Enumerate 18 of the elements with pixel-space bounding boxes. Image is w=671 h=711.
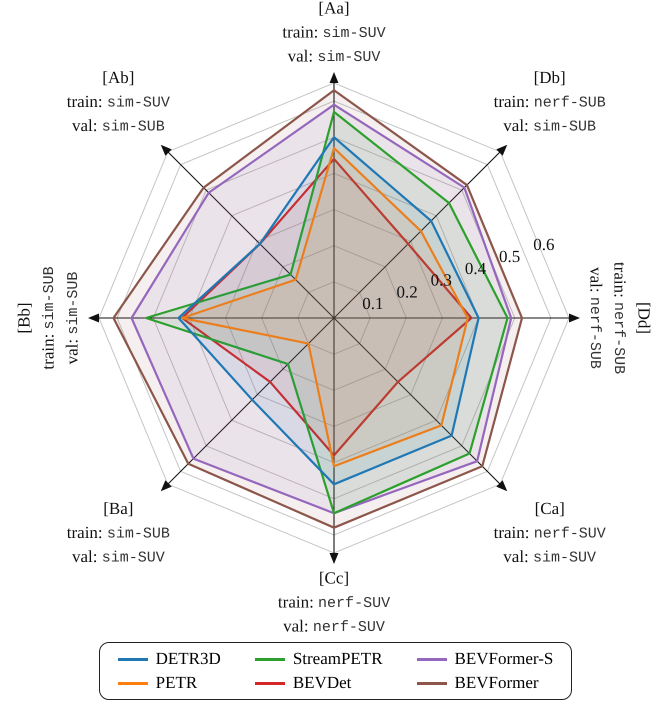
legend-label: StreamPETR xyxy=(292,649,383,669)
spoke-label: [Db] train: nerf-SUB val: sim-SUB xyxy=(494,68,606,136)
legend-label: BEVFormer xyxy=(454,673,539,693)
legend-label: BEVFormer-S xyxy=(454,649,554,669)
spoke-label: [Bb] train: sim-SUB val: sim-SUB xyxy=(14,266,82,370)
legend-label: DETR3D xyxy=(156,649,221,669)
spoke-label: [Aa] train: sim-SUV val: sim-SUV xyxy=(282,0,386,66)
legend-label: BEVDet xyxy=(292,673,352,693)
y-tick-label: 0.2 xyxy=(396,282,418,302)
spoke-label: [Ab] train: sim-SUV val: sim-SUB xyxy=(66,68,170,136)
spoke-label: [Ba] train: sim-SUB val: sim-SUV xyxy=(66,499,170,567)
spoke-label: [Ca] train: nerf-SUV val: sim-SUV xyxy=(494,499,606,567)
y-tick-label: 0.5 xyxy=(499,246,520,266)
spoke-label: [Dd] train: nerf-SUB val: nerf-SUB xyxy=(586,262,654,374)
y-tick-label: 0.6 xyxy=(533,235,554,254)
legend-label: PETR xyxy=(156,673,198,693)
y-tick-label: 0.1 xyxy=(362,294,384,314)
spoke-label: [Cc] train: nerf-SUV val: nerf-SUV xyxy=(278,568,390,636)
